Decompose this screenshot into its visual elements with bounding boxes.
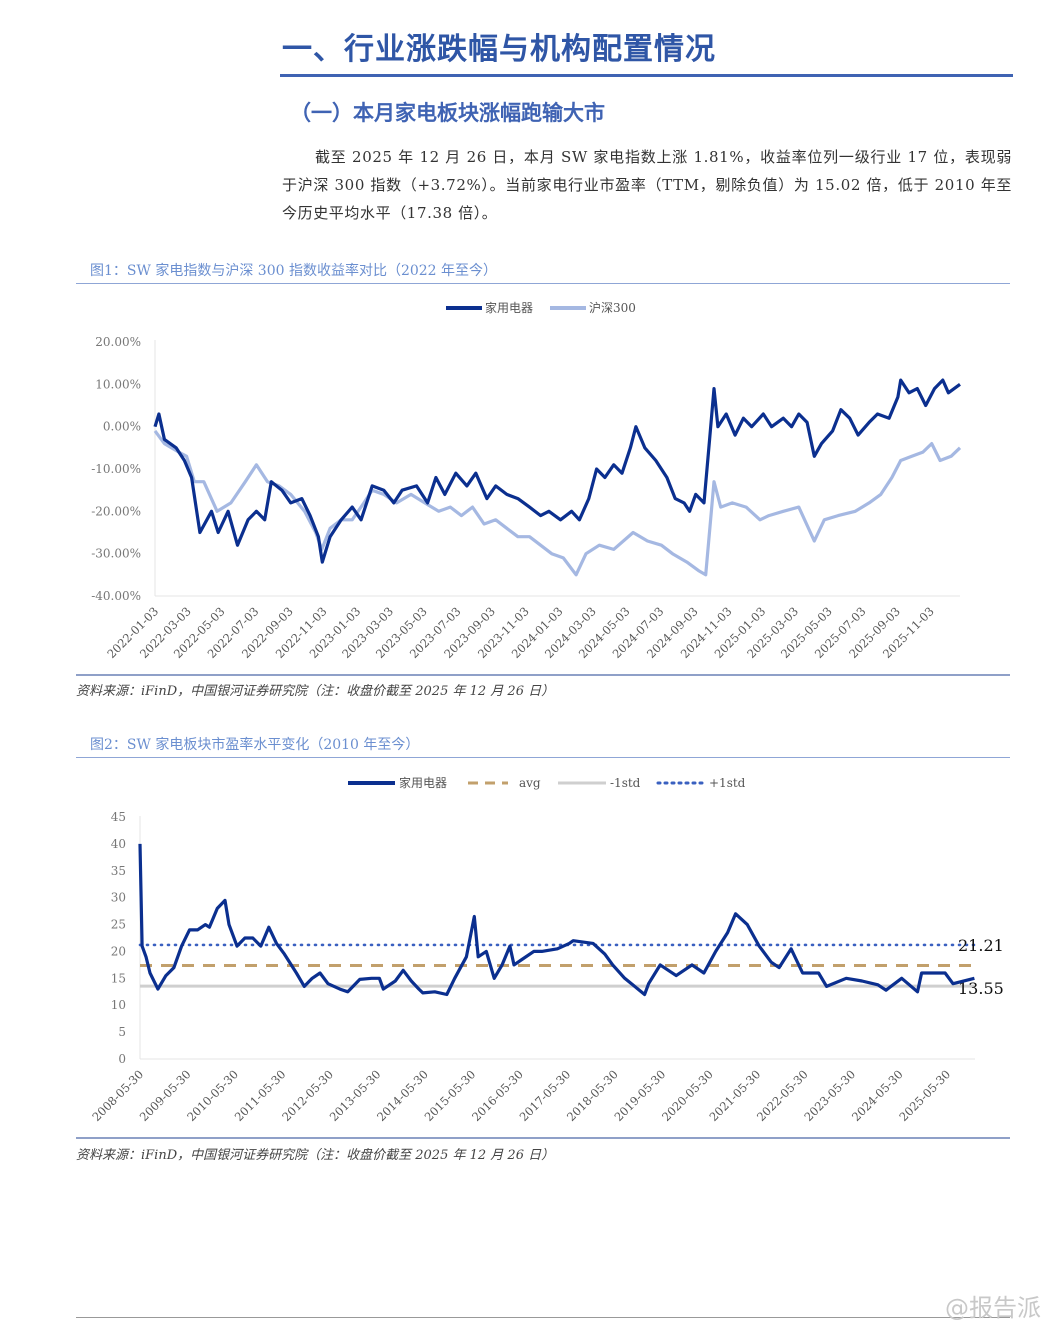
y-tick-label: 40 <box>111 837 126 851</box>
section-title-rule <box>280 74 1013 77</box>
series-line <box>138 843 975 997</box>
chart1-legend: 家用电器 沪深300 <box>446 300 636 315</box>
reference-line-value-label: 21.21 <box>958 936 1004 955</box>
footer-rule <box>76 1317 1010 1318</box>
y-tick-label: 15 <box>111 971 126 985</box>
y-tick-label: 20 <box>111 944 126 958</box>
y-tick-label: -30.00% <box>91 547 141 561</box>
body-paragraph: 截至 2025 年 12 月 26 日，本月 SW 家电指数上涨 1.81%，收… <box>282 148 1012 222</box>
y-tick-label: 20.00% <box>95 335 141 349</box>
legend-label-plus-std: +1std <box>709 776 746 790</box>
figure2-bottom-rule <box>76 1137 1010 1139</box>
figure1-chart: 家用电器 沪深300 20.00% 10.00% 0.00% -10.00% -20.0… <box>91 300 962 661</box>
y-tick-label: 5 <box>118 1025 126 1039</box>
y-tick-label: -10.00% <box>91 462 141 476</box>
y-tick-label: -20.00% <box>91 504 141 518</box>
y-tick-label: 10 <box>111 998 126 1012</box>
figure1-source: 资料来源：iFinD，中国银河证券研究院（注：收盘价截至 2025 年 12 月… <box>76 684 555 699</box>
y-tick-label: 35 <box>111 864 126 878</box>
legend-label-minus-std: -1std <box>610 776 641 790</box>
chart2-legend: 家用电器 avg -1std +1std <box>348 775 746 790</box>
figure2-top-rule <box>76 757 1010 758</box>
figure1-bottom-rule <box>76 674 1010 676</box>
legend-label-csi300: 沪深300 <box>589 301 636 315</box>
y-tick-label: 30 <box>111 891 126 905</box>
watermark: @报告派 <box>945 1294 1041 1322</box>
y-tick-label: -40.00% <box>91 589 141 603</box>
reference-line-value-label: 13.55 <box>958 979 1004 998</box>
legend-label-avg: avg <box>519 776 541 790</box>
subsection-title: （一）本月家电板块涨幅跑输大市 <box>290 100 605 125</box>
figure2-caption: 图2：SW 家电板块市盈率水平变化（2010 年至今） <box>90 737 420 753</box>
section-title: 一、行业涨跌幅与机构配置情况 <box>282 32 716 67</box>
series-line <box>153 429 962 577</box>
figure2-source: 资料来源：iFinD，中国银河证券研究院（注：收盘价截至 2025 年 12 月… <box>76 1148 555 1163</box>
y-tick-label: 0.00% <box>103 420 141 434</box>
figure2-chart: 家用电器 avg -1std +1std 45 40 35 30 25 20 15 10 5 0 2… <box>89 775 1004 1124</box>
y-tick-label: 45 <box>111 810 126 824</box>
series-line <box>153 378 961 564</box>
x-tick-label: 2025-05-30 <box>896 1067 953 1124</box>
figure1-caption: 图1：SW 家电指数与沪深 300 指数收益率对比（2022 年至今） <box>90 263 498 279</box>
y-tick-label: 0 <box>118 1052 126 1066</box>
y-tick-label: 25 <box>111 918 126 932</box>
y-tick-label: 10.00% <box>95 377 141 391</box>
legend-label-appliance: 家用电器 <box>485 300 533 315</box>
legend-label-appliance: 家用电器 <box>399 775 447 790</box>
figure1-top-rule <box>76 283 1010 284</box>
